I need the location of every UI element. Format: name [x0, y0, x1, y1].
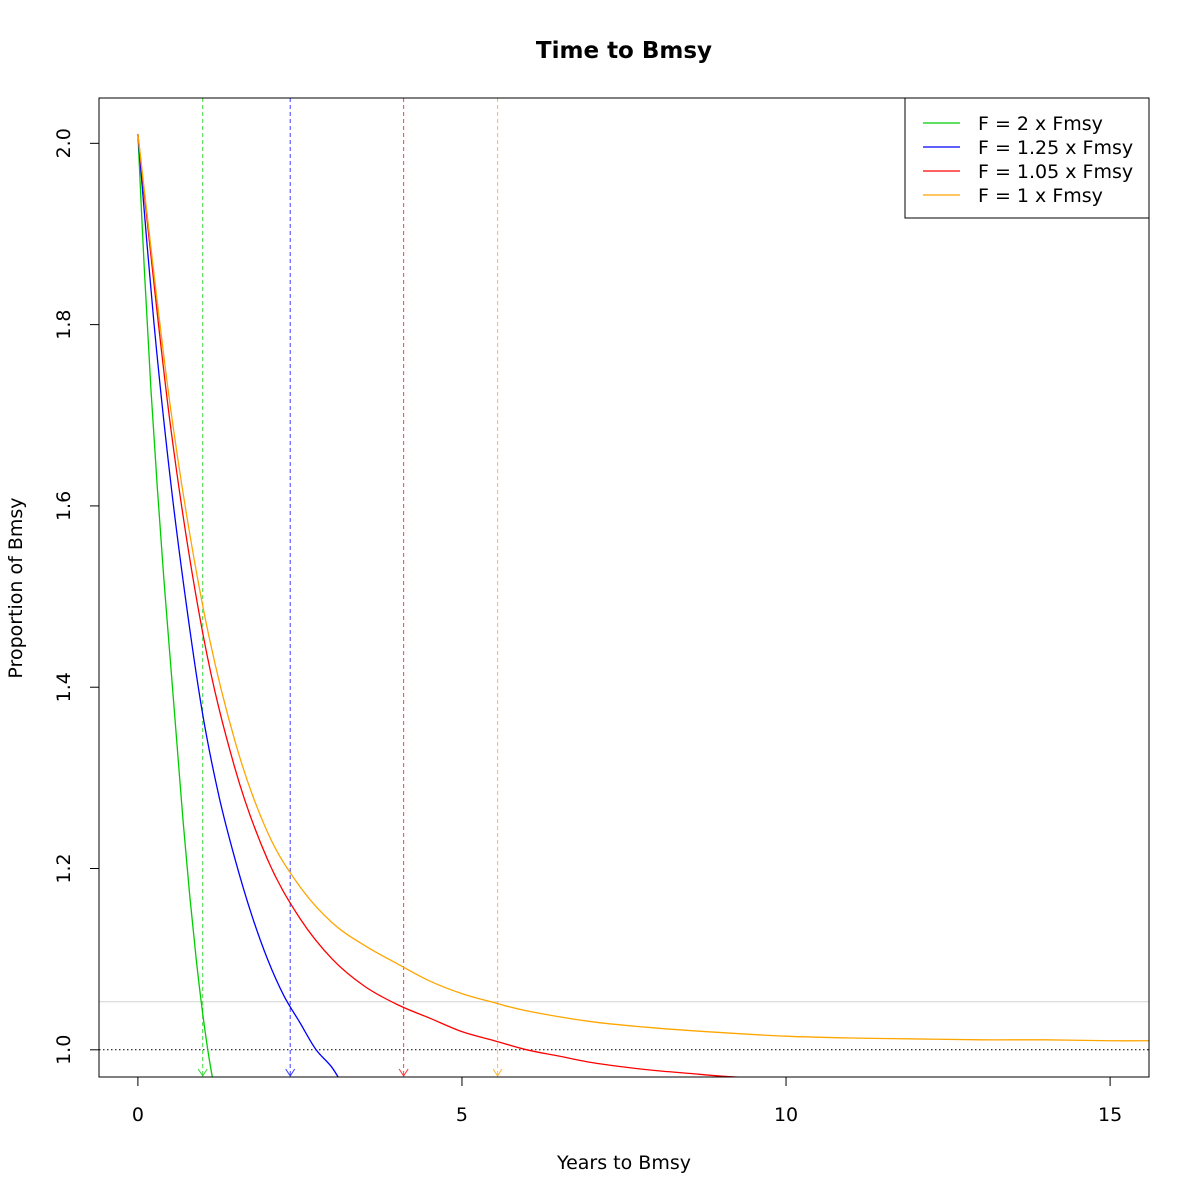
x-axis: 0 5 10 15 [132, 1076, 1122, 1126]
reference-lines [99, 1001, 1149, 1051]
series-lines [137, 134, 1149, 1077]
x-axis-label: Years to Bmsy [556, 1152, 691, 1174]
x-tick-label: 15 [1098, 1104, 1122, 1126]
y-axis: 1.0 1.2 1.4 1.6 1.8 2.0 [53, 128, 99, 1065]
series-line-1 [137, 134, 339, 1077]
y-axis-label: Proportion of Bmsy [5, 497, 27, 678]
target-arrow-3 [492, 1068, 503, 1077]
x-tick-label: 5 [456, 1104, 468, 1126]
y-tick-label: 1.6 [53, 491, 75, 521]
legend-label-1: F = 1.25 x Fmsy [978, 137, 1133, 159]
chart-title: Time to Bmsy [536, 38, 712, 64]
y-tick-label: 1.0 [53, 1035, 75, 1065]
series-line-3 [137, 134, 1149, 1042]
target-year-lines [197, 98, 503, 1077]
y-tick-label: 1.4 [53, 672, 75, 702]
plot-frame [98, 97, 1150, 1078]
y-tick-label: 1.2 [53, 853, 75, 883]
target-arrow-2 [398, 1068, 409, 1077]
legend-label-0: F = 2 x Fmsy [978, 113, 1103, 135]
legend-label-3: F = 1 x Fmsy [978, 185, 1103, 207]
legend-label-2: F = 1.05 x Fmsy [978, 161, 1133, 183]
y-tick-label: 2.0 [53, 128, 75, 158]
x-tick-label: 10 [774, 1104, 798, 1126]
y-tick-label: 1.8 [53, 310, 75, 340]
legend-box [904, 97, 1150, 219]
series-line-2 [137, 134, 749, 1077]
series-line-0 [137, 134, 213, 1077]
target-arrow-0 [197, 1068, 208, 1077]
x-tick-label: 0 [132, 1104, 144, 1126]
target-arrow-1 [285, 1068, 296, 1077]
